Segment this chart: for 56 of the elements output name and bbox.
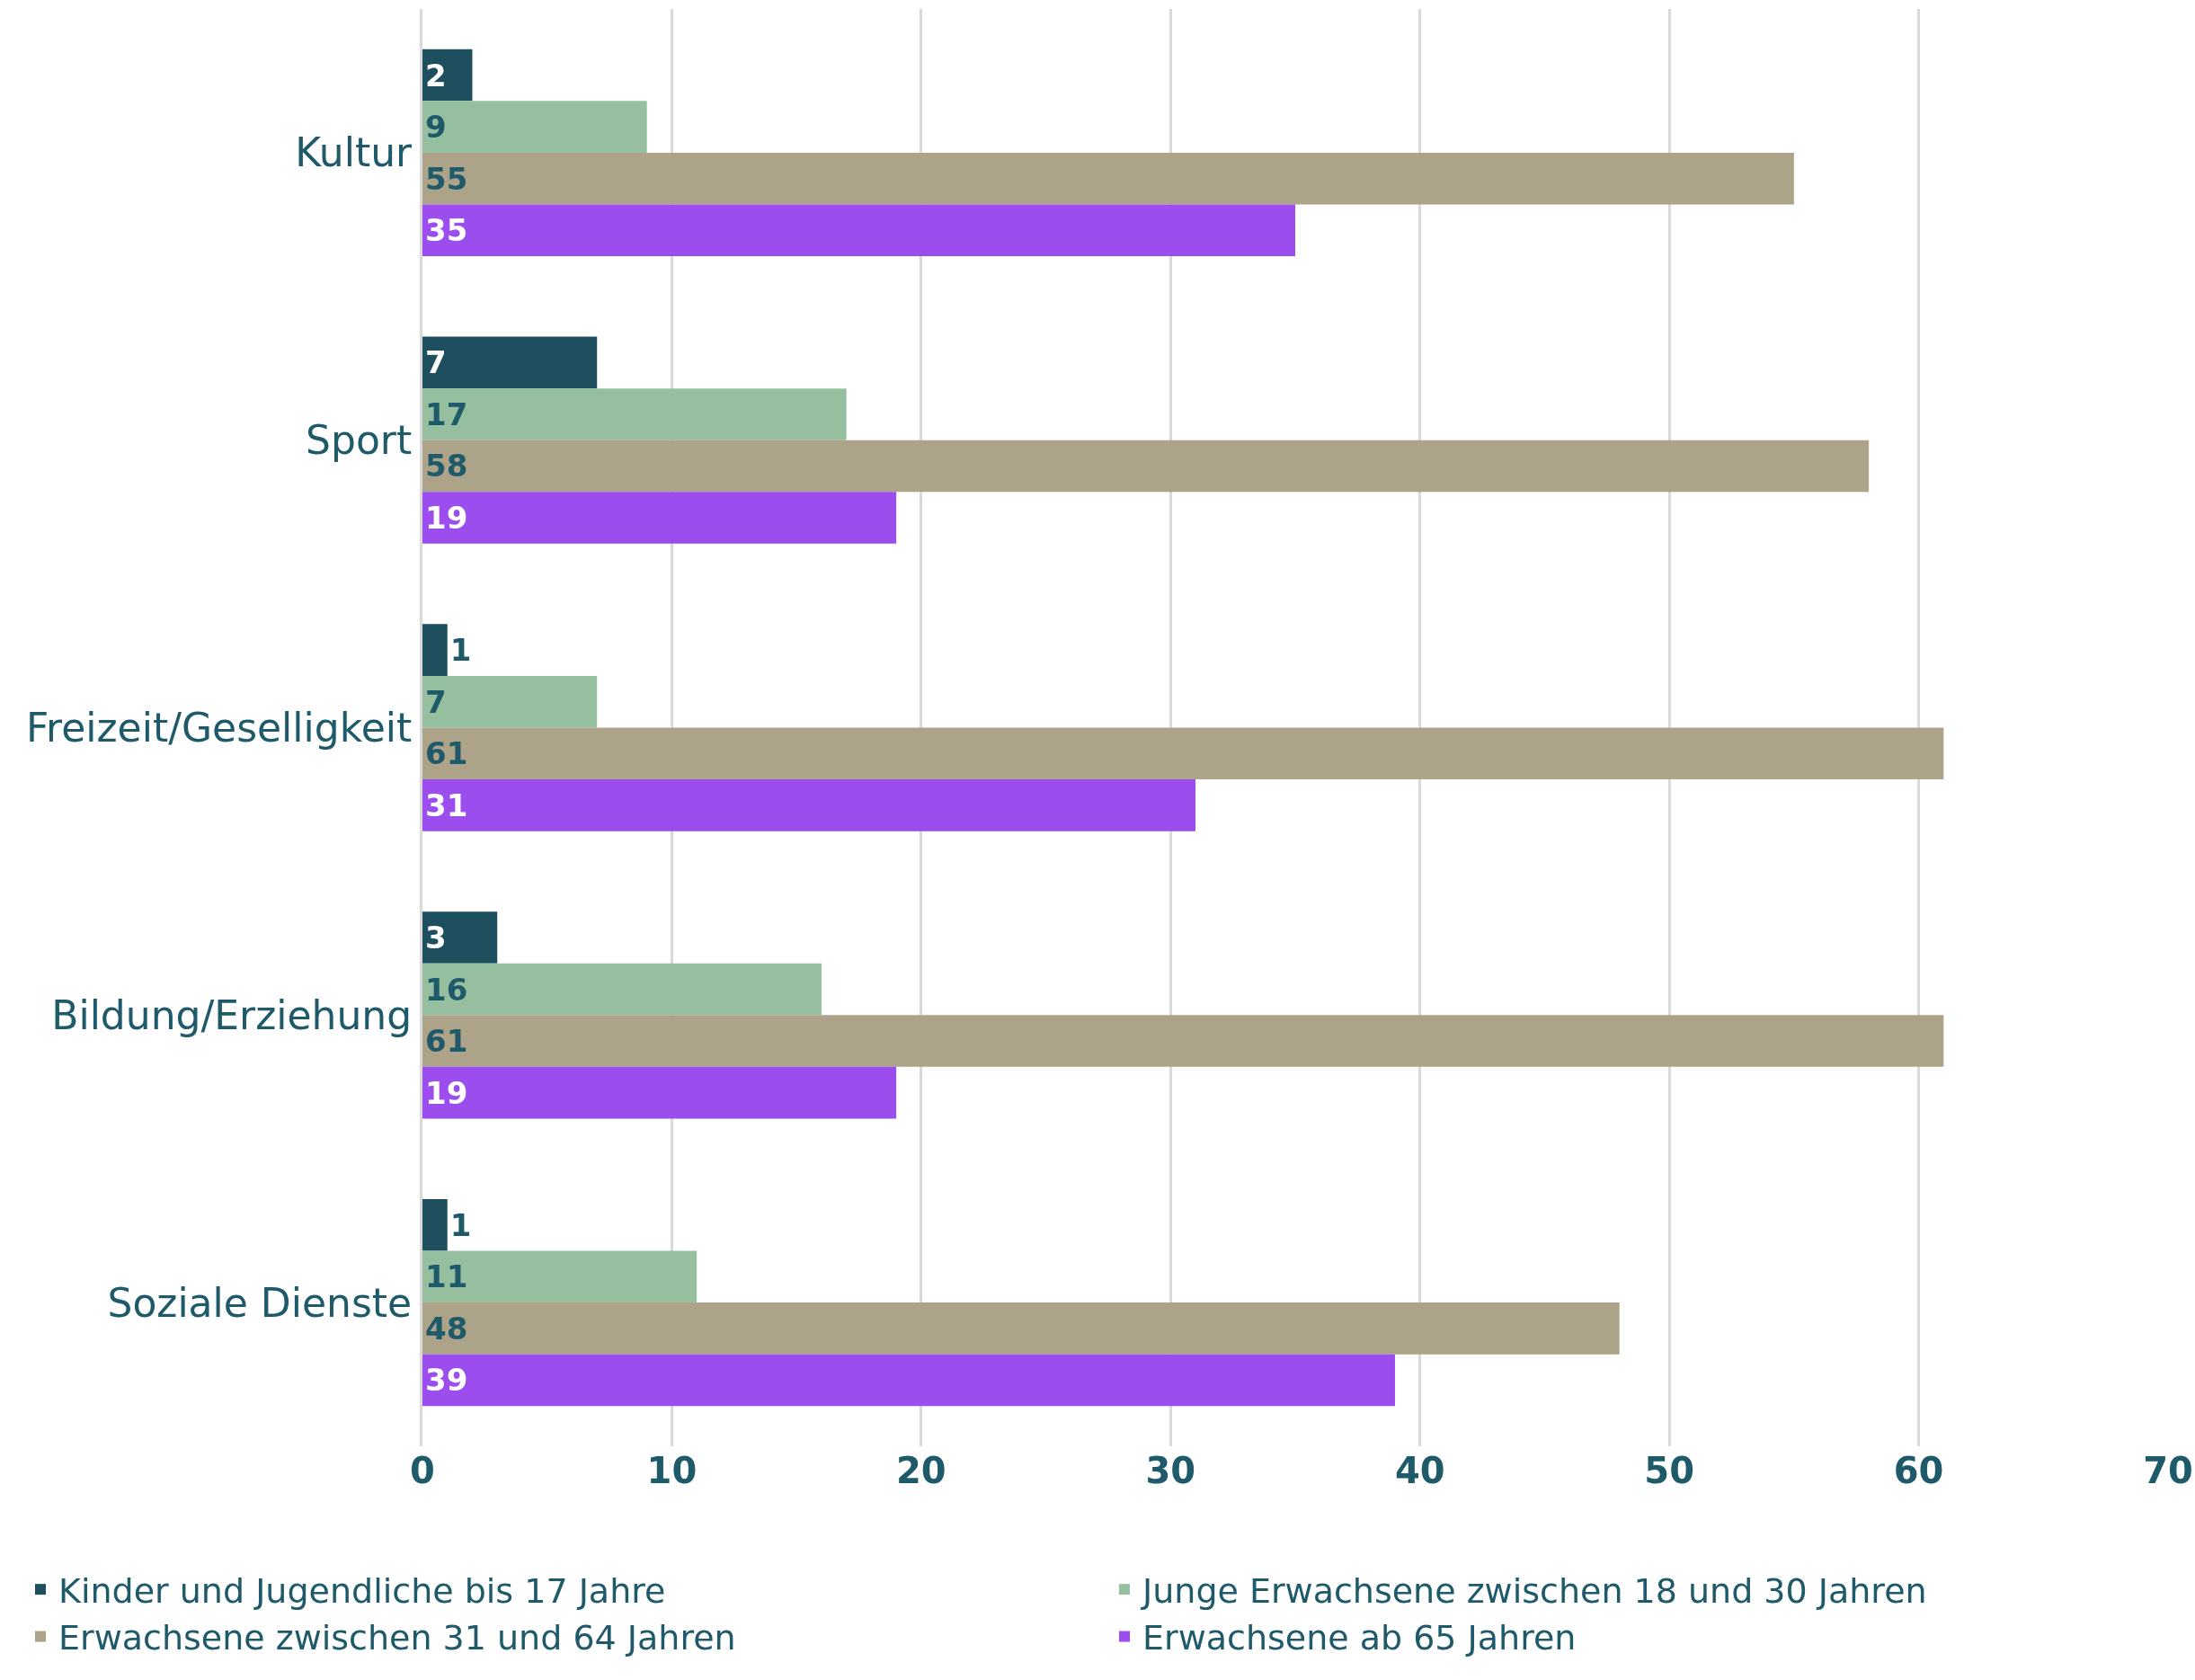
bar <box>422 1302 1620 1355</box>
data-label: 48 <box>425 1310 468 1347</box>
bar <box>422 727 1944 780</box>
legend-label: Junge Erwachsene zwischen 18 und 30 Jahren <box>1141 1570 1927 1611</box>
bar <box>422 388 847 440</box>
x-tick-label: 40 <box>1394 1450 1445 1491</box>
bar <box>422 204 1295 257</box>
data-label: 2 <box>425 57 447 93</box>
bar <box>422 675 598 728</box>
bar <box>422 336 598 389</box>
bar <box>422 624 448 676</box>
data-label: 61 <box>425 1023 468 1060</box>
x-tick-label: 60 <box>1893 1450 1944 1491</box>
data-label: 9 <box>425 109 447 146</box>
data-label: 7 <box>425 344 447 381</box>
y-tick-label: Bildung/Erziehung <box>51 991 413 1038</box>
data-label: 1 <box>449 1206 472 1243</box>
y-tick-label: Kultur <box>295 129 413 176</box>
data-label: 55 <box>425 160 468 197</box>
legend-label: Erwachsene ab 65 Jahren <box>1142 1618 1577 1658</box>
x-tick-label: 20 <box>896 1450 946 1491</box>
data-label: 1 <box>449 632 472 669</box>
x-tick-label: 50 <box>1644 1450 1694 1491</box>
bar <box>422 152 1794 205</box>
data-label: 31 <box>425 787 468 823</box>
legend-label: Erwachsene zwischen 31 und 64 Jahren <box>58 1618 736 1658</box>
x-tick-label: 30 <box>1145 1450 1196 1491</box>
data-label: 16 <box>425 971 468 1008</box>
data-label: 11 <box>425 1258 468 1295</box>
data-label: 39 <box>425 1362 468 1399</box>
data-label: 19 <box>425 500 468 537</box>
data-label: 17 <box>425 396 468 432</box>
bar <box>422 911 498 964</box>
legend-label: Kinder und Jugendliche bis 17 Jahre <box>58 1570 666 1611</box>
bar <box>422 440 1870 493</box>
x-tick-label: 0 <box>410 1450 435 1491</box>
data-label: 7 <box>425 683 447 720</box>
y-tick-label: Sport <box>306 417 413 464</box>
bar <box>422 101 647 153</box>
data-label: 35 <box>425 212 468 249</box>
data-label: 3 <box>425 919 447 956</box>
bar <box>422 1066 897 1119</box>
bar <box>422 1198 448 1251</box>
data-label: 61 <box>425 735 468 772</box>
bar <box>422 1354 1395 1407</box>
data-label: 19 <box>425 1074 468 1111</box>
bar <box>422 492 897 544</box>
x-tick-label: 10 <box>646 1450 698 1491</box>
bar <box>422 1015 1944 1067</box>
data-label: 58 <box>425 448 468 484</box>
bar <box>422 963 822 1016</box>
y-tick-label: Freizeit/Geselligkeit <box>25 704 413 751</box>
bar <box>422 1250 698 1303</box>
bar <box>422 779 1196 831</box>
x-tick-label: 70 <box>2143 1450 2193 1491</box>
y-tick-label: Soziale Dienste <box>107 1279 413 1326</box>
